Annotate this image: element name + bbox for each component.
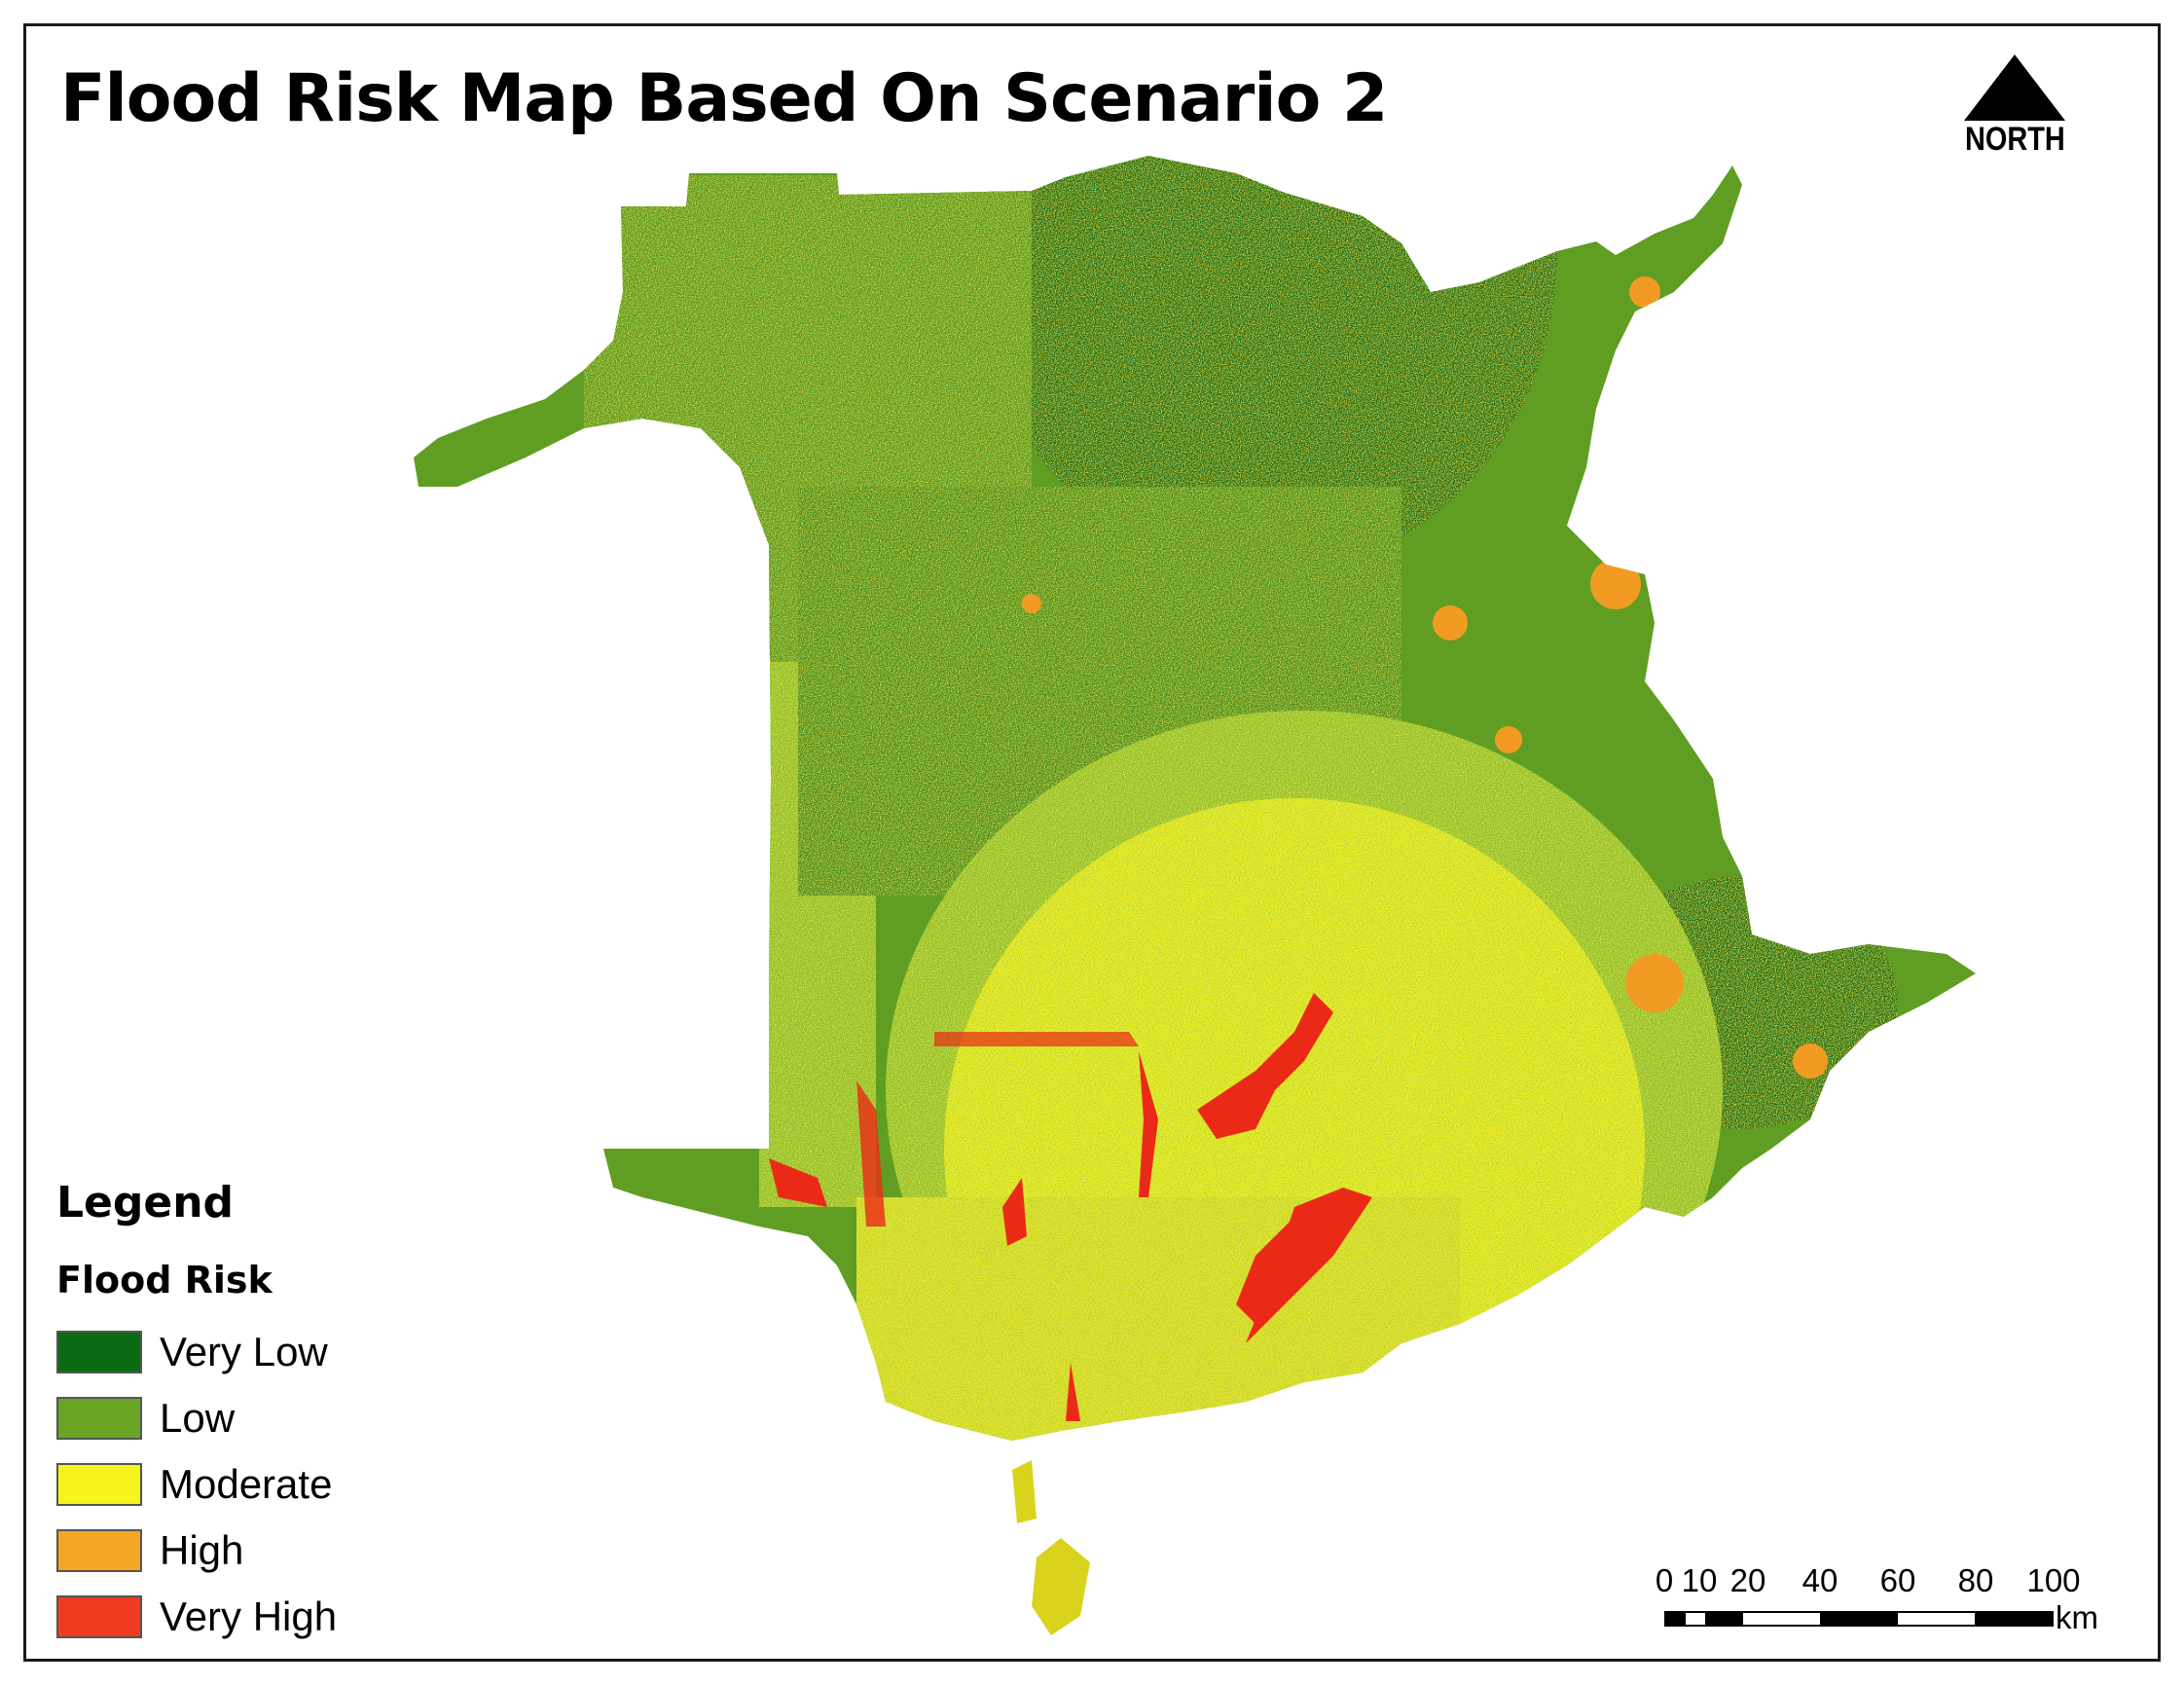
legend-label: Very Low <box>160 1329 328 1374</box>
map-title: Flood Risk Map Based On Scenario 2 <box>60 60 1388 137</box>
scale-tick: 0 <box>1655 1562 1674 1598</box>
scale-bar: 0 10 20 40 60 80 100 km <box>1655 1562 2122 1650</box>
legend-title: Legend <box>56 1178 235 1227</box>
north-arrow: NORTH <box>1956 51 2073 167</box>
scale-tick: 100 <box>2026 1562 2081 1598</box>
legend-item: Moderate <box>56 1451 407 1518</box>
legend-label: Low <box>160 1395 236 1441</box>
scale-tick: 60 <box>1879 1562 1916 1598</box>
legend-label: Very High <box>160 1593 338 1639</box>
scale-tick: 20 <box>1729 1562 1766 1598</box>
north-label: NORTH <box>1965 121 2065 158</box>
legend-item: Low <box>56 1385 407 1451</box>
legend-item: High <box>56 1518 407 1584</box>
legend-subtitle: Flood Risk <box>56 1259 273 1301</box>
legend-label: Moderate <box>160 1461 333 1507</box>
legend-items: Very Low Low Moderate High Very High <box>56 1319 407 1650</box>
scale-ticks: 0 10 20 40 60 80 100 <box>1655 1562 2112 1601</box>
scale-bars <box>1664 1611 2054 1627</box>
legend-swatch <box>56 1595 142 1638</box>
scale-tick: 80 <box>1957 1562 1994 1598</box>
legend: Legend Flood Risk Very Low Low Moderate Hig… <box>56 1178 407 1655</box>
legend-item: Very Low <box>56 1319 407 1385</box>
scale-tick: 10 <box>1681 1562 1718 1598</box>
legend-swatch <box>56 1529 142 1572</box>
legend-swatch <box>56 1397 142 1440</box>
legend-swatch <box>56 1463 142 1506</box>
scale-unit: km <box>2056 1599 2098 1635</box>
legend-item: Very High <box>56 1584 407 1650</box>
scale-tick: 40 <box>1802 1562 1838 1598</box>
north-arrow-icon <box>1964 55 2065 121</box>
legend-swatch <box>56 1331 142 1374</box>
legend-label: High <box>160 1527 244 1573</box>
